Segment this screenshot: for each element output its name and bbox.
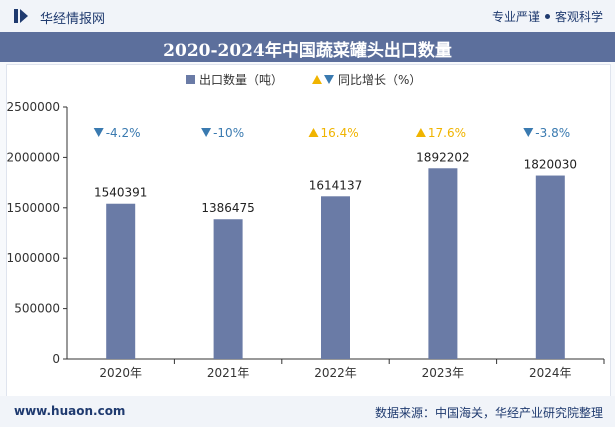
data-labels: 1540391 -4.2% 1386475 -10% 1614137 16.4% 18922… xyxy=(93,126,577,215)
x-tick-label: 2024年 xyxy=(529,366,572,380)
top-bar: 华经情报网 专业严谨 客观科学 xyxy=(0,0,615,32)
tagline-left: 专业严谨 xyxy=(491,10,540,24)
chart-title: 2020-2024年中国蔬菜罐头出口数量 xyxy=(163,41,452,61)
legend-growth-label: 同比增长（%） xyxy=(338,73,421,87)
x-tick-label: 2021年 xyxy=(207,366,250,380)
footer-url: www.huaon.com xyxy=(14,404,126,418)
growth-down-triangle-icon xyxy=(93,128,104,137)
y-tick-label: 0 xyxy=(52,352,60,366)
legend-bar-swatch xyxy=(186,75,195,84)
bar-value-label: 1820030 xyxy=(524,158,577,172)
growth-label: 17.6% xyxy=(428,126,466,140)
brand-logo-icon xyxy=(14,9,28,23)
growth-down-triangle-icon xyxy=(523,128,534,137)
bar xyxy=(428,168,458,359)
growth-label: -10% xyxy=(213,126,244,140)
tagline-dot-icon xyxy=(544,14,550,19)
y-tick-label: 1500000 xyxy=(7,201,60,215)
growth-label: -4.2% xyxy=(106,126,141,140)
growth-up-triangle-icon xyxy=(308,128,319,137)
brand-name: 华经情报网 xyxy=(40,12,106,27)
growth-label: 16.4% xyxy=(321,126,359,140)
bar-chart: 出口数量（吨） 同比增长（%） 0 500000 1000000 1500000 200… xyxy=(7,72,605,380)
growth-label: -3.8% xyxy=(535,126,570,140)
bar-value-label: 1540391 xyxy=(94,186,147,200)
bar xyxy=(213,219,243,359)
bar-value-label: 1614137 xyxy=(309,178,362,192)
growth-down-triangle-icon xyxy=(201,128,212,137)
x-tick-label: 2020年 xyxy=(99,366,142,380)
legend-down-triangle-icon xyxy=(324,75,334,84)
tagline-right: 客观科学 xyxy=(554,10,603,24)
bar xyxy=(321,196,350,359)
bar-value-label: 1892202 xyxy=(416,150,469,164)
bar xyxy=(106,203,136,359)
legend-up-triangle-icon xyxy=(312,75,322,84)
bar-value-label: 1386475 xyxy=(201,201,254,215)
x-tick-label: 2022年 xyxy=(314,366,357,380)
growth-up-triangle-icon xyxy=(415,128,426,137)
legend-bar-label: 出口数量（吨） xyxy=(199,72,283,87)
chart-area: 出口数量（吨） 同比增长（%） 0 500000 1000000 1500000 200… xyxy=(6,64,611,398)
legend: 出口数量（吨） 同比增长（%） xyxy=(186,72,421,87)
bar xyxy=(535,175,565,359)
footer: www.huaon.com 数据来源：中国海关，华经产业研究院整理 xyxy=(0,396,615,427)
y-tick-label: 2000000 xyxy=(7,150,60,164)
axes: 0 500000 1000000 1500000 2000000 2500000 2020年… xyxy=(7,100,605,380)
footer-source: 数据来源：中国海关，华经产业研究院整理 xyxy=(374,406,603,420)
y-tick-label: 1000000 xyxy=(7,251,60,265)
title-band: 2020-2024年中国蔬菜罐头出口数量 xyxy=(0,32,615,62)
y-tick-label: 2500000 xyxy=(7,100,60,114)
tagline: 专业严谨 客观科学 xyxy=(492,8,603,25)
y-tick-label: 500000 xyxy=(14,302,60,316)
bars xyxy=(106,168,565,359)
x-tick-label: 2023年 xyxy=(422,366,465,380)
